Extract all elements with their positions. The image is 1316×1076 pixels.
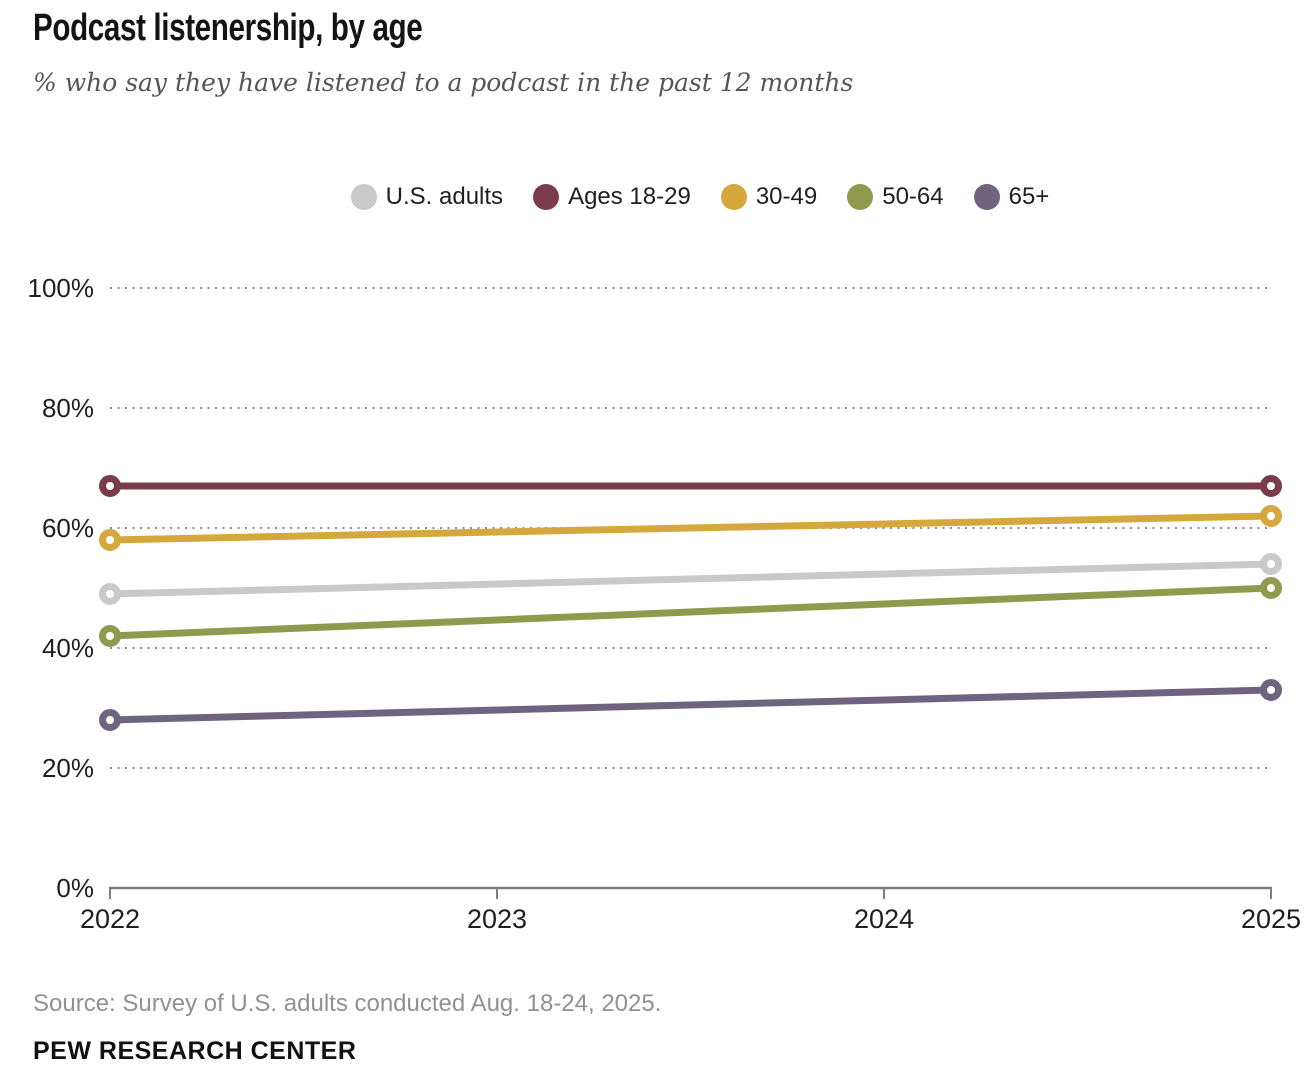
pew-research-center-wordmark: PEW RESEARCH CENTER [33,1037,357,1065]
legend: U.S. adults Ages 18-29 30-49 50-64 65+ [42,181,1316,213]
legend-label-65-plus: 65+ [1008,183,1050,210]
data-point-marker [99,529,121,551]
y-tick-label-80: 80% [41,393,94,423]
legend-item-ages-18-29: Ages 18-29 [533,183,691,211]
x-tick-label-2023: 2023 [466,904,528,934]
y-tick-label-0: 0% [56,873,94,903]
source-note: Source: Survey of U.S. adults conducted … [33,990,662,1017]
series-line-50-64 [109,584,1272,640]
y-tick-label-60: 60% [41,513,94,543]
data-point-marker [99,583,121,605]
x-tick-label-2025: 2025 [1240,904,1302,934]
y-tick-label-20: 20% [41,753,94,783]
data-point-marker [1260,505,1282,527]
series-line-u-s-adults [109,560,1272,598]
legend-item-50-64: 50-64 [847,183,944,211]
legend-item-us-adults: U.S. adults [350,183,504,211]
series-line-65- [109,686,1272,724]
legend-label-ages-18-29: Ages 18-29 [568,183,691,210]
x-tick-label-2022: 2022 [79,904,141,934]
legend-dot-us-adults [350,184,377,210]
data-point-marker [1260,553,1282,575]
data-point-marker [1260,679,1282,701]
legend-dot-30-49 [720,184,747,210]
legend-item-65-plus: 65+ [973,183,1050,211]
data-point-marker [99,475,121,497]
y-tick-label-100: 100% [27,273,95,303]
series-line-30-49 [109,512,1272,544]
chart-title: Podcast listenership, by age [33,7,423,49]
data-point-marker [1260,475,1282,497]
legend-label-us-adults: U.S. adults [385,183,504,210]
data-point-marker [1260,577,1282,599]
chart-subtitle: % who say they have listened to a podcas… [33,68,854,97]
x-tick-label-2024: 2024 [853,904,915,934]
legend-dot-65-plus [973,184,1000,210]
legend-label-50-64: 50-64 [882,183,944,210]
chart-canvas [99,287,1282,899]
data-point-marker [99,709,121,731]
legend-item-30-49: 30-49 [720,183,818,211]
y-tick-label-40: 40% [41,633,94,663]
legend-dot-ages-18-29 [533,184,560,210]
legend-dot-50-64 [847,184,874,210]
data-point-marker [99,625,121,647]
legend-label-30-49: 30-49 [755,183,818,210]
